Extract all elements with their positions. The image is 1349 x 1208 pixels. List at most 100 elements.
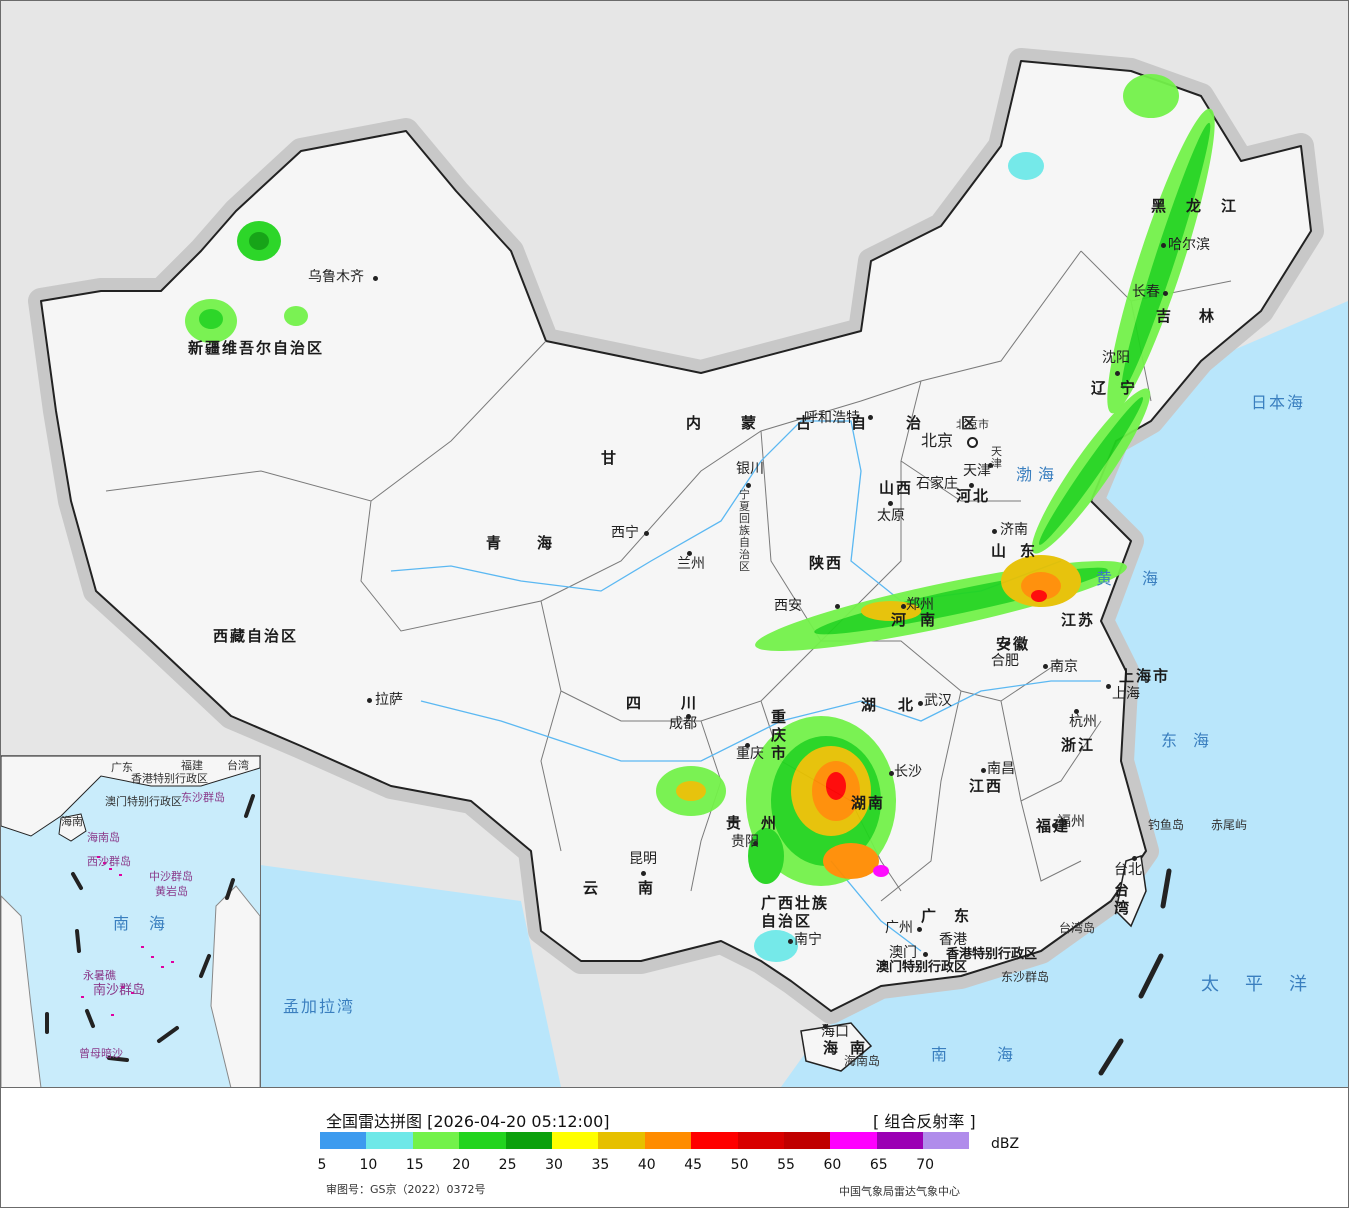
- city-dot: [644, 531, 649, 536]
- legend-tick: 20: [452, 1157, 471, 1173]
- bay-of-bengal-area: [231, 861, 561, 1087]
- city-dot: [745, 743, 750, 748]
- city-dot: [373, 276, 378, 281]
- legend-tick: 55: [777, 1157, 795, 1173]
- sea-japan: 日本海: [1251, 393, 1306, 412]
- east-sea-area: [781, 381, 1348, 1087]
- city-chongqing: 重庆: [736, 746, 764, 762]
- legend-title: 全国雷达拼图 [2026-04-20 05:12:00]: [326, 1112, 610, 1131]
- inset-label-hainan: 海南: [61, 815, 83, 828]
- legend-unit: dBZ: [991, 1136, 1020, 1152]
- city-zhengzhou: 郑州: [906, 597, 934, 613]
- inset-label-zengmu: 曾母暗沙: [79, 1047, 123, 1060]
- inset-label-dongsha: 东沙群岛: [181, 791, 225, 804]
- city-dot: [889, 771, 894, 776]
- city-macau: 澳门: [889, 945, 917, 961]
- label-qinghai: 青海: [486, 534, 589, 552]
- legend-tick: 70: [916, 1157, 935, 1173]
- legend-swatch: [551, 1132, 599, 1149]
- label-hebei: 河北: [956, 487, 991, 505]
- legend-tick: 40: [637, 1157, 656, 1173]
- legend-swatch: [412, 1132, 460, 1149]
- sea-east: 东海: [1161, 731, 1226, 750]
- city-lhasa: 拉萨: [375, 692, 403, 708]
- japan-sea-area: [1161, 301, 1348, 521]
- city-dot: [823, 1024, 828, 1029]
- label-guangdong: 广东: [921, 907, 988, 925]
- city-hongkong: 香港: [939, 932, 967, 948]
- sea-yellow: 黄海: [1096, 569, 1189, 588]
- legend-swatch: [320, 1132, 367, 1149]
- city-dot: [367, 698, 372, 703]
- boundary-dashes: [1098, 868, 1172, 1076]
- legend-swatch: [783, 1132, 831, 1149]
- legend-panel: 全国雷达拼图 [2026-04-20 05:12:00] [ 组合反射率 ] d…: [1, 1088, 1348, 1207]
- inset-label-nansha: 南沙群岛: [93, 983, 146, 998]
- inset-label-yongshu: 永暑礁: [83, 969, 116, 982]
- label-jiangxi: 江西: [969, 777, 1004, 795]
- legend-tick: 45: [684, 1157, 703, 1173]
- south-china-sea-inset: 广东 福建 台湾 香港特别行政区 澳门特别行政区 东沙群岛 海南 海南岛 西沙群…: [1, 755, 261, 1087]
- city-dot: [901, 604, 906, 609]
- city-nanchang: 南昌: [987, 761, 1015, 777]
- label-hubei: 湖北: [861, 696, 936, 714]
- label-shanxi: 山西: [879, 479, 914, 497]
- label-sichuan: 四川: [626, 694, 737, 712]
- city-hohhot: 呼和浩特: [804, 410, 860, 426]
- city-dot: [888, 501, 893, 506]
- label-shaanxi: 陕西: [809, 554, 844, 572]
- legend-tick: 60: [823, 1157, 842, 1173]
- label-yunnan: 云南: [583, 879, 694, 897]
- legend-swatch: [830, 1132, 877, 1149]
- legend-tick: 10: [359, 1157, 378, 1173]
- legend-product: [ 组合反射率 ]: [873, 1112, 976, 1131]
- label-hainan: 海南: [823, 1039, 878, 1057]
- city-shanghai: 上海: [1112, 686, 1140, 702]
- capital-dot: [967, 437, 978, 448]
- city-dot: [641, 871, 646, 876]
- city-dot: [1115, 371, 1120, 376]
- inset-west-coast: [1, 895, 42, 1087]
- island-dongsha: 东沙群岛: [1001, 970, 1050, 984]
- city-fuzhou: 福州: [1057, 814, 1085, 830]
- sea-bohai: 渤海: [1016, 465, 1061, 484]
- map-canvas: [28, 48, 1348, 1087]
- city-hefei: 合肥: [991, 653, 1019, 669]
- inset-label-south-sea: 南海: [113, 914, 186, 933]
- legend-swatch: [459, 1132, 506, 1149]
- inset-label-guangdong: 广东: [111, 761, 133, 774]
- city-haikou: 海口: [821, 1024, 849, 1040]
- radar-map[interactable]: 新疆维吾尔自治区 西藏自治区 青海 甘 内蒙古自治区 四川 云南 黑龙江 吉林 …: [1, 1, 1348, 1088]
- hainan-island: [800, 1022, 873, 1072]
- city-dot: [1106, 684, 1111, 689]
- city-dot: [923, 952, 928, 957]
- legend-source: 中国气象局雷达气象中心: [839, 1185, 960, 1198]
- city-guangzhou: 广州: [885, 920, 913, 936]
- city-guiyang: 贵阳: [731, 834, 759, 850]
- city-shijiazhuang: 石家庄: [916, 476, 958, 492]
- inset-label-zhongsha: 中沙群岛: [149, 870, 193, 883]
- label-neimenggu: 内蒙古自治区: [686, 414, 1017, 432]
- city-dot: [868, 415, 873, 420]
- city-dot: [753, 841, 758, 846]
- legend-swatch: [366, 1132, 413, 1149]
- city-dot: [1163, 291, 1168, 296]
- label-beijing-municipality: 北京市: [956, 418, 989, 431]
- legend-tick: 5: [317, 1157, 327, 1173]
- label-taiwan: 台湾: [1114, 881, 1132, 917]
- city-dot: [1043, 664, 1048, 669]
- city-dot: [1052, 823, 1057, 828]
- city-taiyuan: 太原: [877, 508, 905, 524]
- city-beijing: 北京: [921, 431, 954, 450]
- inset-label-taiwan: 台湾: [227, 759, 249, 772]
- legend-swatch: [505, 1132, 552, 1149]
- city-jinan: 济南: [1000, 522, 1028, 538]
- city-nanjing: 南京: [1050, 659, 1078, 675]
- city-chengdu: 成都: [669, 716, 697, 732]
- inset-label-macau: 澳门特别行政区: [105, 795, 182, 808]
- label-guizhou: 贵州: [726, 814, 797, 832]
- city-changchun: 长春: [1132, 284, 1160, 300]
- city-dot: [788, 939, 793, 944]
- city-dot: [1132, 856, 1137, 861]
